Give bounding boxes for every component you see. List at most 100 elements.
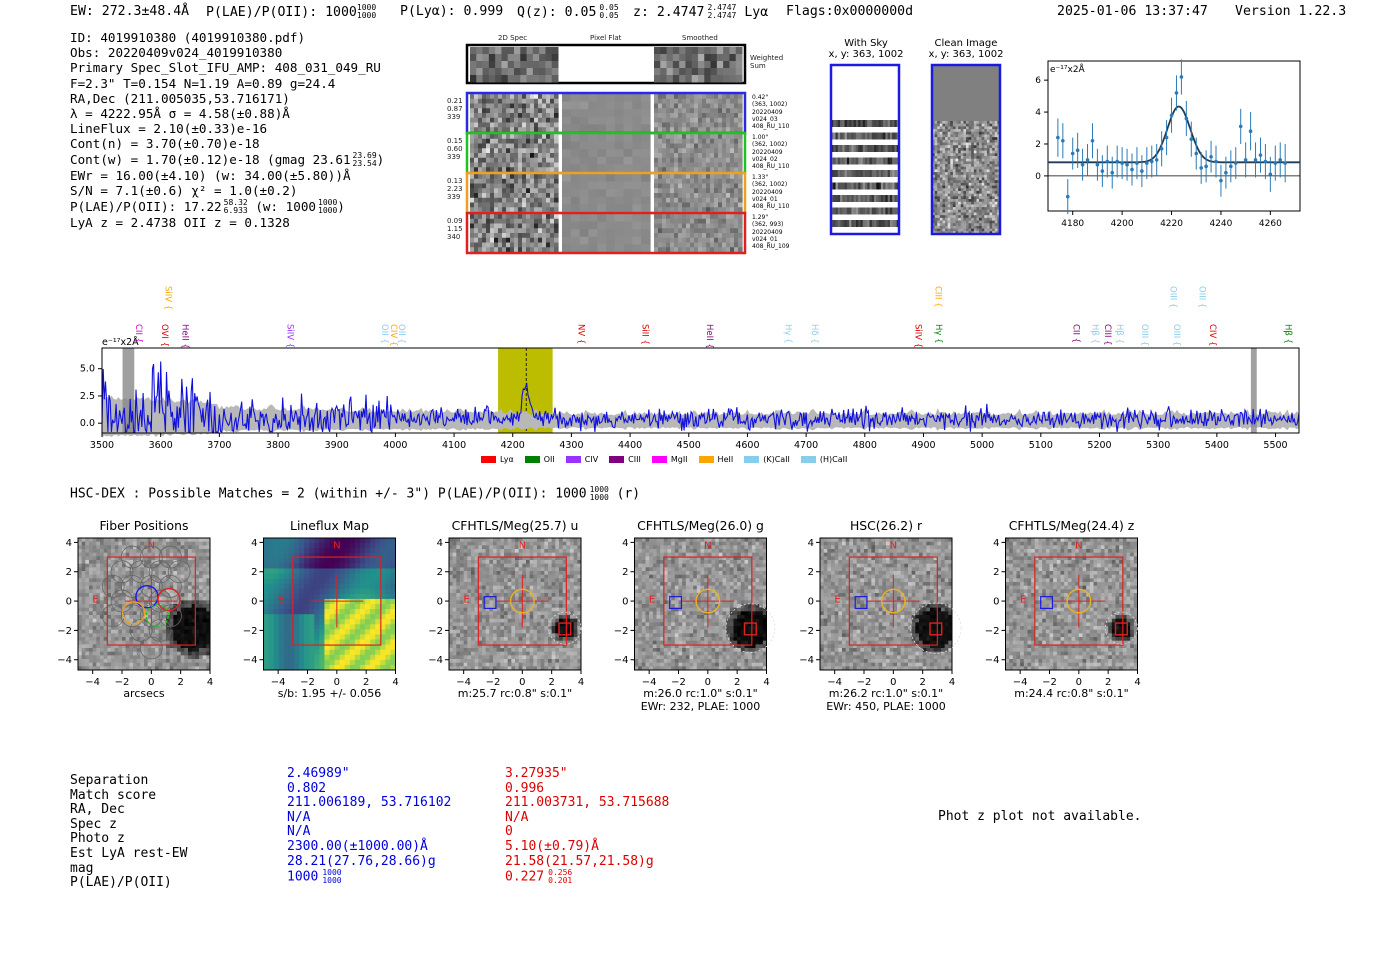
spectrum-line-label: SiIV { xyxy=(912,324,922,348)
cutout-pixel xyxy=(474,237,479,244)
lineflux-pixel xyxy=(263,619,270,625)
cutout-pixel xyxy=(490,127,495,133)
cutout-pixel xyxy=(92,633,97,638)
cutout-pixel xyxy=(694,167,699,173)
cutout-pixel xyxy=(100,607,105,612)
cutout-pixel xyxy=(522,108,527,114)
cutout-pixel xyxy=(678,143,683,149)
cutout-pixel xyxy=(662,108,667,114)
clean-image-pixel xyxy=(958,121,962,125)
cutout-pixel xyxy=(498,134,503,140)
clean-image-pixel xyxy=(994,228,998,232)
cutout-pixel xyxy=(722,134,727,140)
cutout-pixel xyxy=(188,604,193,609)
zoom-data-point xyxy=(1164,135,1169,140)
cutout-pixel xyxy=(199,622,204,627)
spectrum-xtick-label: 4300 xyxy=(559,440,583,451)
cutout-pixel xyxy=(206,651,211,656)
cutout-pixel xyxy=(136,637,141,642)
cutout-pixel xyxy=(706,134,711,140)
cutout-pixel xyxy=(180,556,185,561)
cutout-pixel xyxy=(118,604,123,609)
lineflux-pixel xyxy=(268,639,275,646)
cutout-pixel xyxy=(81,637,86,642)
header-plae: P(LAE)/P(OII): 1000 1000 1000 xyxy=(206,4,376,21)
cutout-pixel xyxy=(89,578,94,583)
cutout-pixel xyxy=(100,563,105,568)
with-sky-coords: x, y: 363, 1002 xyxy=(828,49,904,60)
cutout-pixel xyxy=(606,214,616,223)
cutout-pixel xyxy=(546,167,551,173)
cutout-pixel xyxy=(184,604,189,609)
cutout-pixel xyxy=(690,162,695,168)
clean-image-pixel xyxy=(960,188,964,192)
cutout-pixel xyxy=(199,618,204,623)
clean-image-pixel xyxy=(937,209,941,213)
cutout-pixel xyxy=(614,116,625,125)
cutout-pixel xyxy=(470,223,475,229)
clean-image-pixel xyxy=(934,185,938,189)
clean-image-pixel xyxy=(939,166,943,170)
lineflux-pixel xyxy=(283,563,290,569)
cutout-pixel xyxy=(654,98,659,105)
cutout-pixel xyxy=(614,94,625,103)
clean-image-pixel xyxy=(958,199,962,203)
cutout-pixel xyxy=(482,98,487,105)
cutout-pixel xyxy=(202,637,207,642)
cutout-pixel xyxy=(722,207,727,213)
cutout-pixel xyxy=(188,596,193,601)
cutout-pixel xyxy=(550,153,555,159)
cutout-pixel xyxy=(136,567,141,572)
cutout-pixel xyxy=(133,596,138,601)
cutout-pixel xyxy=(662,242,667,248)
lineflux-pixel xyxy=(268,578,275,585)
cutout-pixel xyxy=(674,157,679,164)
clean-image-pixel xyxy=(976,137,980,141)
clean-image-pixel xyxy=(963,126,967,130)
cutout-pixel xyxy=(486,157,491,164)
sky-fiber-pixel xyxy=(846,132,850,140)
cutout-pixel xyxy=(588,174,598,183)
cutout-pixel xyxy=(470,237,475,244)
clean-image-pixel xyxy=(947,209,951,213)
cutout-pixel xyxy=(184,644,189,649)
clean-image-pixel xyxy=(958,209,962,213)
cutout-pixel xyxy=(542,174,547,180)
cutout-pixel xyxy=(490,214,495,220)
cutout-pixel xyxy=(129,538,134,543)
cutout-pixel xyxy=(718,247,723,253)
cutout-pixel xyxy=(136,655,141,660)
lineflux-pixel xyxy=(273,654,280,661)
cutout-row-right-value: 408_RU_109 xyxy=(752,243,790,251)
cutout-pixel xyxy=(125,629,130,634)
cutout-pixel xyxy=(710,127,715,133)
cutout-pixel xyxy=(678,113,683,119)
cutout-pixel xyxy=(133,640,138,645)
lineflux-pixel xyxy=(273,609,280,615)
cutout-pixel xyxy=(570,189,581,198)
cutout-pixel xyxy=(666,117,671,124)
cutout-pixel xyxy=(166,600,171,605)
clean-image-pixel xyxy=(950,137,954,141)
cutout-pixel xyxy=(502,237,507,244)
cutout-pixel xyxy=(670,117,675,124)
clean-image-pixel xyxy=(992,169,996,173)
weighted-sum-pixel xyxy=(723,54,730,62)
cutout-pixel xyxy=(734,162,739,168)
clean-image-pixel xyxy=(976,161,980,165)
cutout-pixel xyxy=(726,242,731,248)
cutout-pixel xyxy=(125,600,130,605)
cutout-pixel xyxy=(169,640,174,645)
cutout-pixel xyxy=(538,247,543,253)
weighted-sum-pixel xyxy=(698,68,705,76)
cutout-pixel xyxy=(706,223,711,229)
clean-image-pixel xyxy=(986,223,990,227)
cutout-pixel xyxy=(606,181,616,190)
clean-image-pixel xyxy=(971,134,975,138)
cutout-pixel xyxy=(726,174,731,180)
cutout-pixel xyxy=(641,189,651,198)
clean-image-pixel xyxy=(981,225,985,230)
cutout-pixel xyxy=(107,571,112,576)
clean-image-pixel xyxy=(979,188,983,192)
cutout-pixel xyxy=(522,207,527,213)
